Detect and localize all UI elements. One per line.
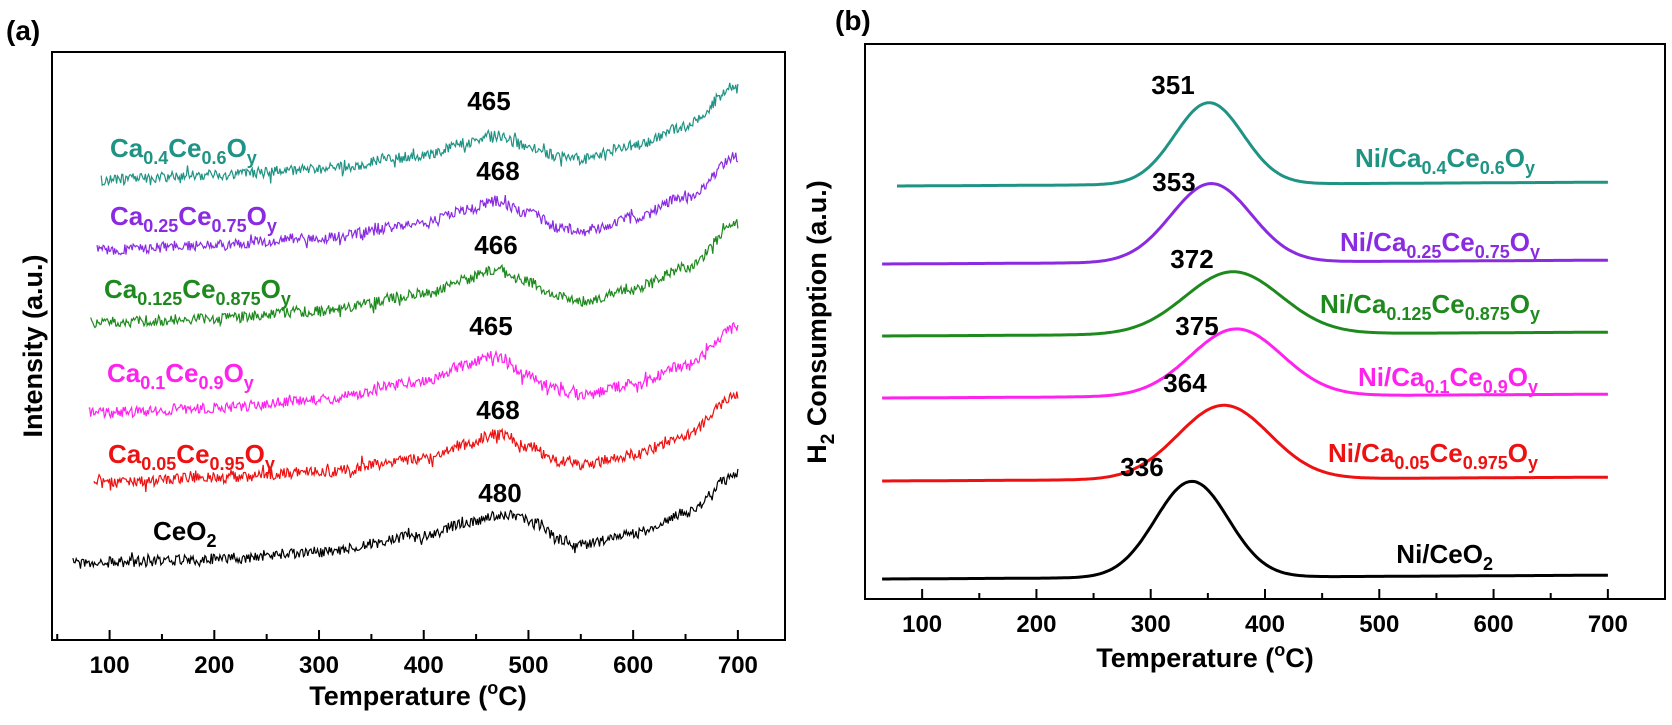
panel-b-series-t6 — [897, 101, 1608, 188]
panel-b-series-label-t4: Ni/Ca0.125Ce0.875Oy — [1320, 289, 1540, 324]
panel-b-x-tick-label: 100 — [902, 611, 942, 638]
panel-a-series-s1 — [72, 468, 739, 569]
panel-b: (b) 100 200 300 400 500 600 700 336 364 375 372 35… — [802, 5, 1666, 673]
panel-a-series-s5 — [96, 152, 738, 256]
panel-b-series-label-t2: Ni/Ca0.05Ce0.975Oy — [1328, 438, 1538, 473]
panel-a-series — [72, 82, 739, 569]
panel-a-tag: (a) — [6, 15, 40, 46]
panel-a-x-tick-label: 600 — [613, 652, 653, 679]
panel-b-tag: (b) — [835, 5, 871, 36]
panel-b-peak-labels: 336 364 375 372 353 351 — [1120, 70, 1218, 482]
panel-b-series — [882, 101, 1608, 581]
panel-b-x-tick-label: 500 — [1359, 611, 1399, 638]
panel-a-series-label-s4: Ca0.125Ce0.875Oy — [104, 274, 291, 309]
panel-b-peak-label-t3: 375 — [1175, 311, 1218, 341]
panel-a-peak-label-s6: 465 — [467, 86, 510, 116]
panel-a-series-label-s3: Ca0.1Ce0.9Oy — [107, 358, 254, 393]
panel-a-peak-label-s1: 480 — [478, 478, 521, 508]
panel-a-peak-label-s5: 468 — [476, 156, 519, 186]
panel-a-peak-label-s2: 468 — [476, 395, 519, 425]
panel-b-series-label-t5: Ni/Ca0.25Ce0.75Oy — [1340, 227, 1540, 262]
panel-a-series-label-s1: CeO2 — [153, 516, 216, 551]
panel-a-series-labels: CeO2 Ca0.05Ce0.95Oy Ca0.1Ce0.9Oy Ca0.125Ce0… — [104, 133, 291, 551]
panel-a-peak-labels: 480 468 465 466 468 465 — [467, 86, 521, 508]
panel-b-x-tick-label: 700 — [1588, 611, 1628, 638]
panel-a-series-s4 — [90, 219, 739, 329]
panel-a-x-axis: 100 200 300 400 500 600 700 — [56, 630, 758, 679]
panel-b-series-t1 — [882, 479, 1608, 581]
panel-a-peak-label-s3: 465 — [469, 311, 512, 341]
panel-a: (a) 100 200 300 400 500 600 700 480 468 465 466 46… — [6, 15, 786, 711]
panel-b-frame — [864, 43, 1666, 600]
panel-b-x-axis-title: Temperature (oC) — [1096, 640, 1314, 673]
panel-b-y-axis-title: H2 Consumption (a.u.) — [802, 180, 839, 464]
panel-b-peak-label-t4: 372 — [1170, 244, 1213, 274]
panel-b-x-tick-label: 300 — [1131, 611, 1171, 638]
panel-b-series-label-t1: Ni/CeO2 — [1396, 539, 1493, 574]
panel-a-x-tick-label: 400 — [404, 652, 444, 679]
panel-a-peak-label-s4: 466 — [474, 230, 517, 260]
panel-b-peak-label-t5: 353 — [1152, 167, 1195, 197]
panel-b-peak-label-t2: 364 — [1163, 368, 1207, 398]
panel-a-x-tick-label: 300 — [299, 652, 339, 679]
panel-a-series-s2 — [93, 391, 739, 493]
panel-a-x-tick-label: 100 — [90, 652, 130, 679]
panel-b-series-t5 — [882, 181, 1608, 266]
panel-b-x-tick-label: 600 — [1474, 611, 1514, 638]
panel-a-frame — [51, 51, 786, 641]
panel-b-x-axis: 100 200 300 400 500 600 700 — [864, 589, 1666, 638]
panel-b-series-t4 — [882, 270, 1608, 338]
panel-a-x-tick-label: 700 — [718, 652, 758, 679]
panel-a-series-s6 — [100, 82, 739, 187]
panel-b-series-label-t6: Ni/Ca0.4Ce0.6Oy — [1355, 143, 1535, 178]
panel-b-x-tick-label: 200 — [1016, 611, 1056, 638]
panel-a-x-tick-label: 500 — [508, 652, 548, 679]
panel-b-x-tick-label: 400 — [1245, 611, 1285, 638]
panel-b-series-t2 — [882, 403, 1608, 483]
panel-a-y-axis-title: Intensity (a.u.) — [18, 254, 48, 437]
panel-b-peak-label-t6: 351 — [1151, 70, 1194, 100]
panel-b-series-label-t3: Ni/Ca0.1Ce0.9Oy — [1358, 362, 1538, 397]
panel-a-x-axis-title: Temperature (oC) — [309, 678, 527, 711]
panel-b-series-t3 — [882, 327, 1608, 400]
panel-a-x-tick-label: 200 — [194, 652, 234, 679]
panel-a-series-label-s2: Ca0.05Ce0.95Oy — [108, 439, 275, 474]
panel-a-series-label-s5: Ca0.25Ce0.75Oy — [110, 201, 277, 236]
panel-b-peak-label-t1: 336 — [1120, 452, 1163, 482]
panel-a-series-label-s6: Ca0.4Ce0.6Oy — [110, 133, 257, 168]
panel-b-series-labels: Ni/CeO2 Ni/Ca0.05Ce0.975Oy Ni/Ca0.1Ce0.9Oy… — [1320, 143, 1540, 574]
panel-a-series-s3 — [88, 321, 739, 420]
